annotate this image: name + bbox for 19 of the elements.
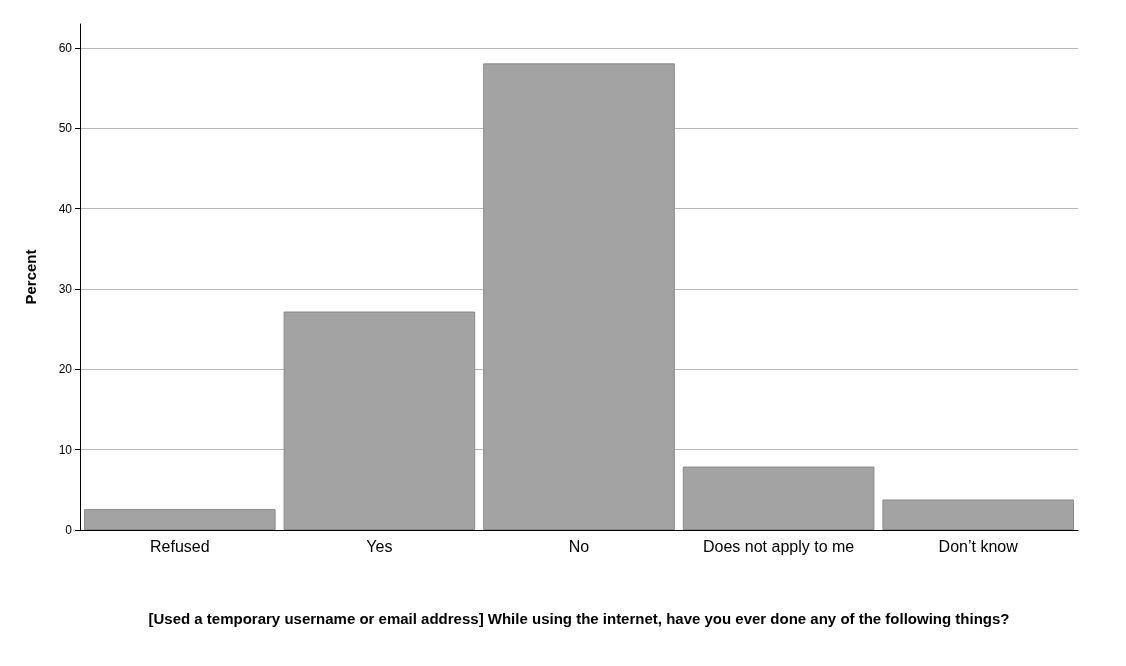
y-tick-label: 60 (58, 41, 73, 56)
y-tick-label: 10 (58, 442, 73, 457)
bar (83, 509, 276, 530)
x-tick-label: Don’t know (938, 538, 1019, 555)
bar (882, 499, 1075, 530)
y-tick-label: 0 (65, 523, 73, 537)
x-tick-label: No (568, 538, 590, 555)
x-axis-title: [Used a temporary username or email address] While using the internet, have you ever done any of the following things? (148, 609, 1010, 627)
bar (682, 466, 875, 530)
x-tick-label: Yes (366, 538, 393, 555)
x-tick-label: Refused (150, 538, 210, 555)
y-tick-label: 40 (58, 201, 73, 216)
bar (483, 63, 675, 530)
y-tick-label: 20 (58, 362, 73, 377)
y-axis-title: Percent (22, 249, 39, 305)
bar (283, 311, 476, 530)
y-tick-label: 30 (58, 282, 73, 297)
x-tick-label: Does not apply to me (703, 538, 855, 555)
y-tick-label: 50 (58, 121, 73, 136)
